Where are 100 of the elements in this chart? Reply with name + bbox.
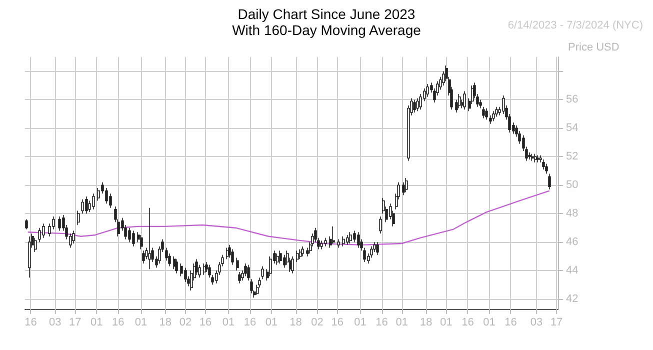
candlestick xyxy=(81,198,84,214)
x-tick-label: 16 xyxy=(24,316,37,328)
candlestick xyxy=(184,267,187,282)
candlestick xyxy=(236,257,239,271)
candlestick xyxy=(413,99,416,113)
candlestick xyxy=(320,240,323,250)
candlestick xyxy=(173,256,176,270)
candlestick xyxy=(148,208,151,270)
candlestick xyxy=(489,114,492,124)
line-series xyxy=(27,190,550,246)
x-tick-label: 03 xyxy=(48,316,62,328)
y-tick-label: 50 xyxy=(566,179,578,192)
chart-title: Daily Chart Since June 2023 xyxy=(238,6,416,22)
candlestick xyxy=(299,248,302,260)
x-tick-label: 18 xyxy=(420,316,432,328)
candlestick xyxy=(542,159,545,170)
candlestick xyxy=(492,110,495,122)
candlestick xyxy=(376,242,379,256)
candlestick xyxy=(142,250,145,264)
candlestick xyxy=(244,263,247,277)
candlestick xyxy=(296,250,299,262)
candlestick xyxy=(346,234,349,246)
candlestick xyxy=(231,248,234,266)
x-tick-label: 16 xyxy=(376,316,388,328)
candlestick xyxy=(301,246,304,257)
candlestick xyxy=(77,210,80,226)
candlestick xyxy=(132,230,135,247)
candlestick xyxy=(416,98,419,112)
x-tick-label: 16 xyxy=(504,316,517,328)
y-tick-label: 52 xyxy=(566,150,578,163)
x-tick-label: 16 xyxy=(112,316,124,328)
x-tick-label: 01 xyxy=(134,316,148,328)
candlestick xyxy=(531,153,534,162)
x-tick-label: 01 xyxy=(354,316,366,328)
candlestick xyxy=(128,227,131,242)
candlestick xyxy=(426,84,429,98)
y-axis-title: Price USD xyxy=(568,42,620,54)
candlestick xyxy=(72,230,75,244)
x-tick-label: 17 xyxy=(550,316,563,328)
x-tick-label: 16 xyxy=(331,316,344,328)
candlestick xyxy=(247,264,250,281)
candlestick xyxy=(402,182,405,196)
x-tick-label: 17 xyxy=(69,316,82,328)
candlestick xyxy=(92,193,95,210)
y-tick-label: 44 xyxy=(566,264,578,277)
x-tick-label: 16 xyxy=(462,316,474,328)
candlestick xyxy=(226,247,229,260)
candlestick xyxy=(342,236,345,247)
candlestick xyxy=(458,94,461,109)
candlestick xyxy=(357,232,360,248)
x-tick-label: 02 xyxy=(179,316,192,328)
y-tick-label: 46 xyxy=(566,236,578,248)
y-tick-label: 48 xyxy=(566,208,578,220)
x-tick-label: 01 xyxy=(222,316,235,328)
candlestick xyxy=(495,106,498,118)
candlestick xyxy=(276,253,279,266)
chart-subtitle: With 160-Day Moving Average xyxy=(232,22,422,38)
candlestick xyxy=(250,278,253,294)
candlestick xyxy=(279,250,282,264)
candlestick xyxy=(25,218,28,230)
candlestick xyxy=(38,227,41,242)
x-tick-label: 16 xyxy=(244,316,256,328)
x-tick-label: 03 xyxy=(530,316,543,328)
candlestick xyxy=(42,223,45,238)
candlestick xyxy=(324,237,327,247)
candlestick xyxy=(34,237,37,252)
candlestick xyxy=(405,178,408,193)
candlestick xyxy=(379,216,382,234)
candlestick xyxy=(203,263,206,276)
x-tick-label: 01 xyxy=(483,316,496,328)
candlestick xyxy=(175,258,178,274)
candlestick xyxy=(58,216,61,232)
candlestick xyxy=(463,90,466,110)
x-tick-label: 18 xyxy=(159,316,172,328)
candlestick xyxy=(140,234,143,250)
x-tick-label: 16 xyxy=(199,316,212,328)
x-tick-label: 02 xyxy=(311,316,324,328)
candlestick xyxy=(337,238,340,248)
candlestick xyxy=(482,106,485,119)
y-tick-label: 42 xyxy=(566,293,578,306)
candlestick xyxy=(211,274,214,286)
candlestick xyxy=(536,154,539,163)
candlestick xyxy=(238,272,241,284)
x-tick-label: 18 xyxy=(290,316,302,328)
candlestick xyxy=(485,108,488,120)
candlestick xyxy=(291,256,294,274)
x-tick-label: 01 xyxy=(265,316,278,328)
x-tick-label: 01 xyxy=(90,316,103,328)
candlestick xyxy=(283,254,286,268)
candlestick xyxy=(332,226,335,244)
candlestick xyxy=(349,232,352,244)
candlestick xyxy=(548,173,551,190)
candlestick xyxy=(85,196,88,214)
y-tick-label: 56 xyxy=(566,94,578,106)
candlestick xyxy=(28,236,31,278)
candlestick xyxy=(534,153,537,163)
candlestick xyxy=(208,264,211,278)
candlestick xyxy=(545,163,548,174)
y-tick-label: 54 xyxy=(566,122,578,134)
x-tick-label: 01 xyxy=(440,316,452,328)
